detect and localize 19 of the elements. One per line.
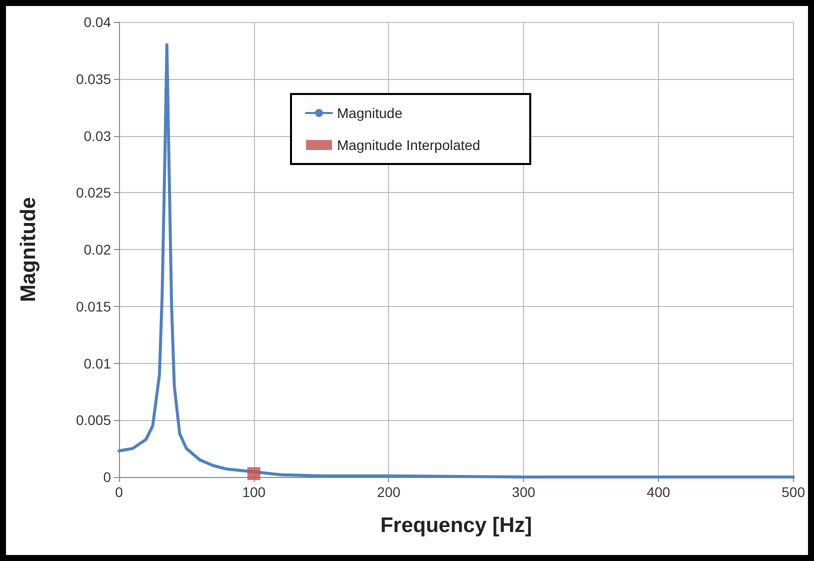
x-tick-label: 500 <box>782 484 806 500</box>
y-axis-title: Magnitude <box>17 197 40 302</box>
x-axis-title: Frequency [Hz] <box>380 514 532 537</box>
x-tick-label: 300 <box>512 484 536 500</box>
y-tick-label: 0.03 <box>84 128 112 144</box>
y-tick-label: 0.015 <box>76 298 112 314</box>
x-tick-label: 100 <box>242 484 266 500</box>
y-tick-label: 0.035 <box>76 70 112 87</box>
x-tick-label: 200 <box>377 484 401 500</box>
x-tick-label: 0 <box>115 484 124 500</box>
y-tick-label: 0.005 <box>76 412 112 428</box>
y-tick-label: 0 <box>103 469 112 485</box>
y-tick-label: 0.01 <box>84 355 112 372</box>
legend-label: Magnitude Interpolated <box>337 137 480 153</box>
x-tick-label: 400 <box>646 484 670 500</box>
legend-label: Magnitude <box>337 105 403 121</box>
y-tick-label: 0.025 <box>76 184 112 201</box>
y-tick-label: 0.04 <box>84 14 112 30</box>
y-tick-label: 0.02 <box>84 242 112 258</box>
